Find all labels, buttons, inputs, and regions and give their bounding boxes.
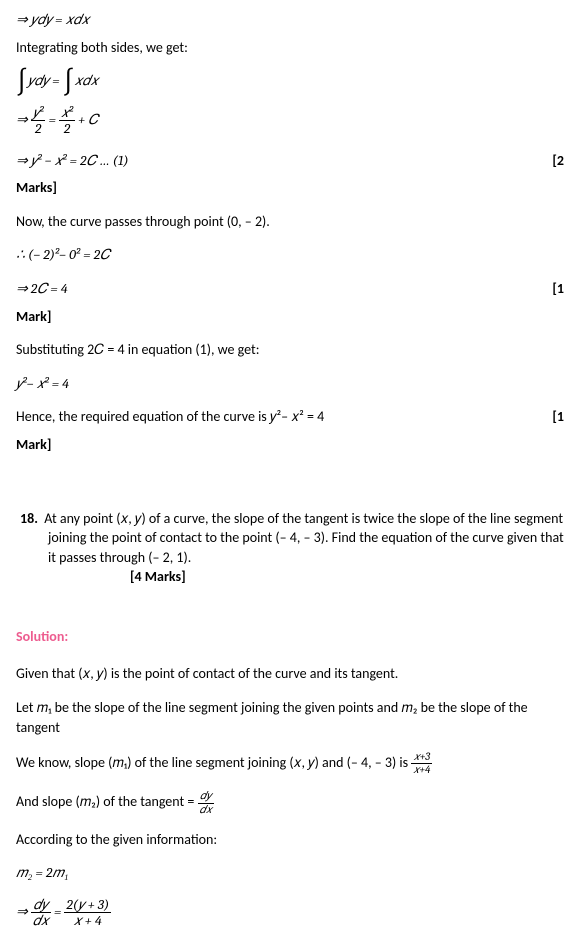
q18-line3: it passes through (– 2, 1).	[20, 548, 564, 568]
sol-line3-text: We know, slope (𝑚₁) of the line segment …	[16, 754, 411, 771]
q18-number: 18.	[20, 510, 38, 527]
marks-1a-close: Mark]	[16, 308, 51, 325]
sol-line4-frac: 𝑑𝑦𝑑𝑥	[198, 790, 215, 815]
text-substituting: Substituting 2𝐶 = 4 in equation (1), we …	[16, 341, 259, 358]
sol-line4-text: And slope (𝑚₂) of the tangent =	[16, 793, 198, 810]
q18-line2: joining the point of contact to the poin…	[20, 528, 564, 548]
sol-line7: ⇒ 𝑑𝑦𝑑𝑥 = 2(𝑦 + 3)𝑥 + 4	[16, 903, 111, 920]
marks-1b-close: Mark]	[16, 436, 51, 453]
eq-ydy-xdx: ⇒ 𝑦𝑑𝑦 = 𝑥𝑑𝑥	[16, 11, 89, 28]
text-hence: Hence, the required equation of the curv…	[16, 407, 324, 427]
marks-1b-open: [1	[552, 407, 564, 427]
q18-marks: [4 Marks]	[130, 568, 186, 585]
marks-1a-open: [1	[552, 279, 564, 299]
sol-line5: According to the given information:	[16, 831, 217, 848]
sol-line1: Given that (𝑥, 𝑦) is the point of contac…	[16, 665, 398, 682]
text-curve-passes: Now, the curve passes through point (0, …	[16, 213, 270, 230]
marks-2-open: [2	[552, 151, 564, 171]
question-18: 18. At any point (𝑥, 𝑦) of a curve, the …	[16, 509, 564, 587]
frac-result: ⇒ 𝑦²2 = 𝑥²2 + 𝐶	[16, 111, 98, 128]
text-integrating: Integrating both sides, we get:	[16, 39, 188, 56]
eq-2c-4: ⇒ 2𝐶 = 4	[16, 279, 68, 299]
integral-expr: ∫𝑦𝑑𝑦 = ∫𝑥𝑑𝑥	[16, 72, 98, 89]
sol-line3-frac: 𝑥+3𝑥+4	[411, 751, 432, 776]
q18-line1: At any point (𝑥, 𝑦) of a curve, the slop…	[44, 510, 563, 527]
sol-line2a: Let 𝑚₁ be the slope of the line segment …	[16, 698, 564, 718]
solution-heading: Solution:	[16, 627, 564, 647]
eq-diff-sq: ⇒ 𝑦² − 𝑥² = 2𝐶 … (1)	[16, 151, 129, 171]
sol-line2b: tangent	[16, 718, 564, 738]
eq-sub-point: ∴ (– 2)²– 0² = 2𝐶	[16, 246, 110, 263]
eq-final-curve: 𝑦²– 𝑥² = 4	[16, 375, 69, 392]
sol-line6: 𝑚₂ = 2𝑚₁	[16, 864, 69, 881]
marks-2-close: Marks]	[16, 179, 57, 196]
